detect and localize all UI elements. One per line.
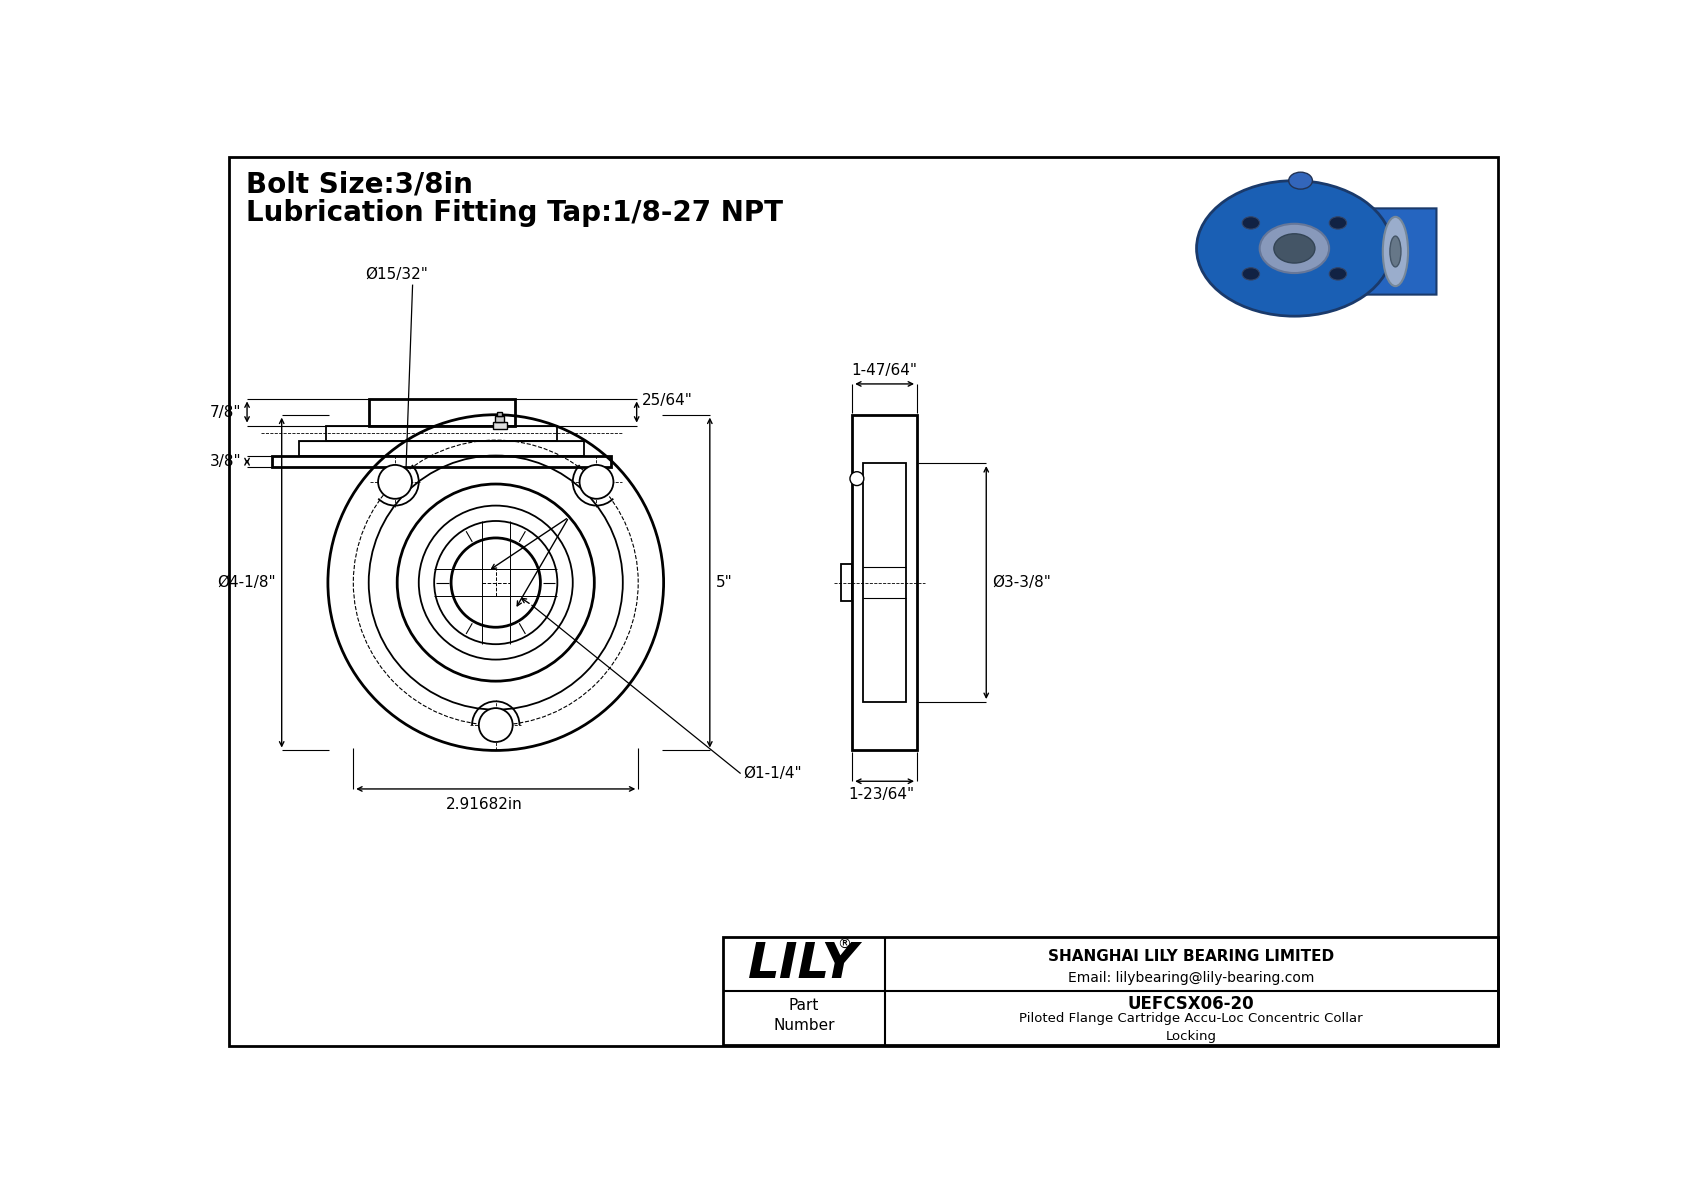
- Text: 3/8": 3/8": [210, 454, 242, 469]
- Text: Ø4-1/8": Ø4-1/8": [217, 575, 276, 590]
- Bar: [842, 565, 852, 601]
- Ellipse shape: [1243, 217, 1260, 229]
- Bar: [273, 456, 611, 467]
- Text: Bolt Size:3/8in: Bolt Size:3/8in: [246, 170, 473, 199]
- Text: ®: ®: [837, 937, 850, 952]
- Text: Ø1-1/4": Ø1-1/4": [743, 766, 802, 781]
- Ellipse shape: [1389, 236, 1401, 267]
- Text: UEFCSX06-20: UEFCSX06-20: [1128, 994, 1255, 1012]
- Ellipse shape: [1329, 217, 1347, 229]
- Text: 7/8": 7/8": [210, 405, 242, 419]
- Ellipse shape: [1273, 233, 1315, 263]
- Text: 1-23/64": 1-23/64": [849, 787, 914, 803]
- Ellipse shape: [1329, 268, 1347, 280]
- Text: Ø3-3/8": Ø3-3/8": [992, 575, 1051, 590]
- Bar: [369, 399, 515, 425]
- Ellipse shape: [1260, 224, 1329, 273]
- Bar: [852, 414, 918, 750]
- Bar: [495, 417, 504, 422]
- Bar: [300, 441, 584, 456]
- Circle shape: [579, 464, 613, 499]
- Ellipse shape: [1288, 173, 1312, 189]
- Bar: [493, 422, 507, 430]
- Bar: [722, 937, 1497, 1045]
- FancyBboxPatch shape: [1357, 208, 1436, 294]
- Bar: [327, 425, 557, 441]
- Bar: [497, 412, 502, 417]
- Circle shape: [850, 472, 864, 486]
- Text: 25/64": 25/64": [642, 393, 692, 409]
- Circle shape: [478, 709, 512, 742]
- Text: Email: lilybearing@lily-bearing.com: Email: lilybearing@lily-bearing.com: [1068, 971, 1314, 985]
- Text: Lubrication Fitting Tap:1/8-27 NPT: Lubrication Fitting Tap:1/8-27 NPT: [246, 199, 783, 227]
- Text: SHANGHAI LILY BEARING LIMITED: SHANGHAI LILY BEARING LIMITED: [1047, 949, 1334, 964]
- Ellipse shape: [1243, 268, 1260, 280]
- Bar: [862, 463, 906, 701]
- Text: 5": 5": [716, 575, 733, 590]
- Text: Part
Number: Part Number: [773, 998, 835, 1033]
- Text: Piloted Flange Cartridge Accu-Loc Concentric Collar
Locking: Piloted Flange Cartridge Accu-Loc Concen…: [1019, 1012, 1362, 1043]
- Ellipse shape: [1383, 217, 1408, 286]
- Circle shape: [379, 464, 413, 499]
- Text: LILY: LILY: [748, 940, 859, 987]
- Text: Ø15/32": Ø15/32": [365, 267, 428, 282]
- Text: 1-47/64": 1-47/64": [852, 363, 918, 378]
- Ellipse shape: [1197, 181, 1393, 316]
- Text: 2.91682in: 2.91682in: [446, 797, 522, 811]
